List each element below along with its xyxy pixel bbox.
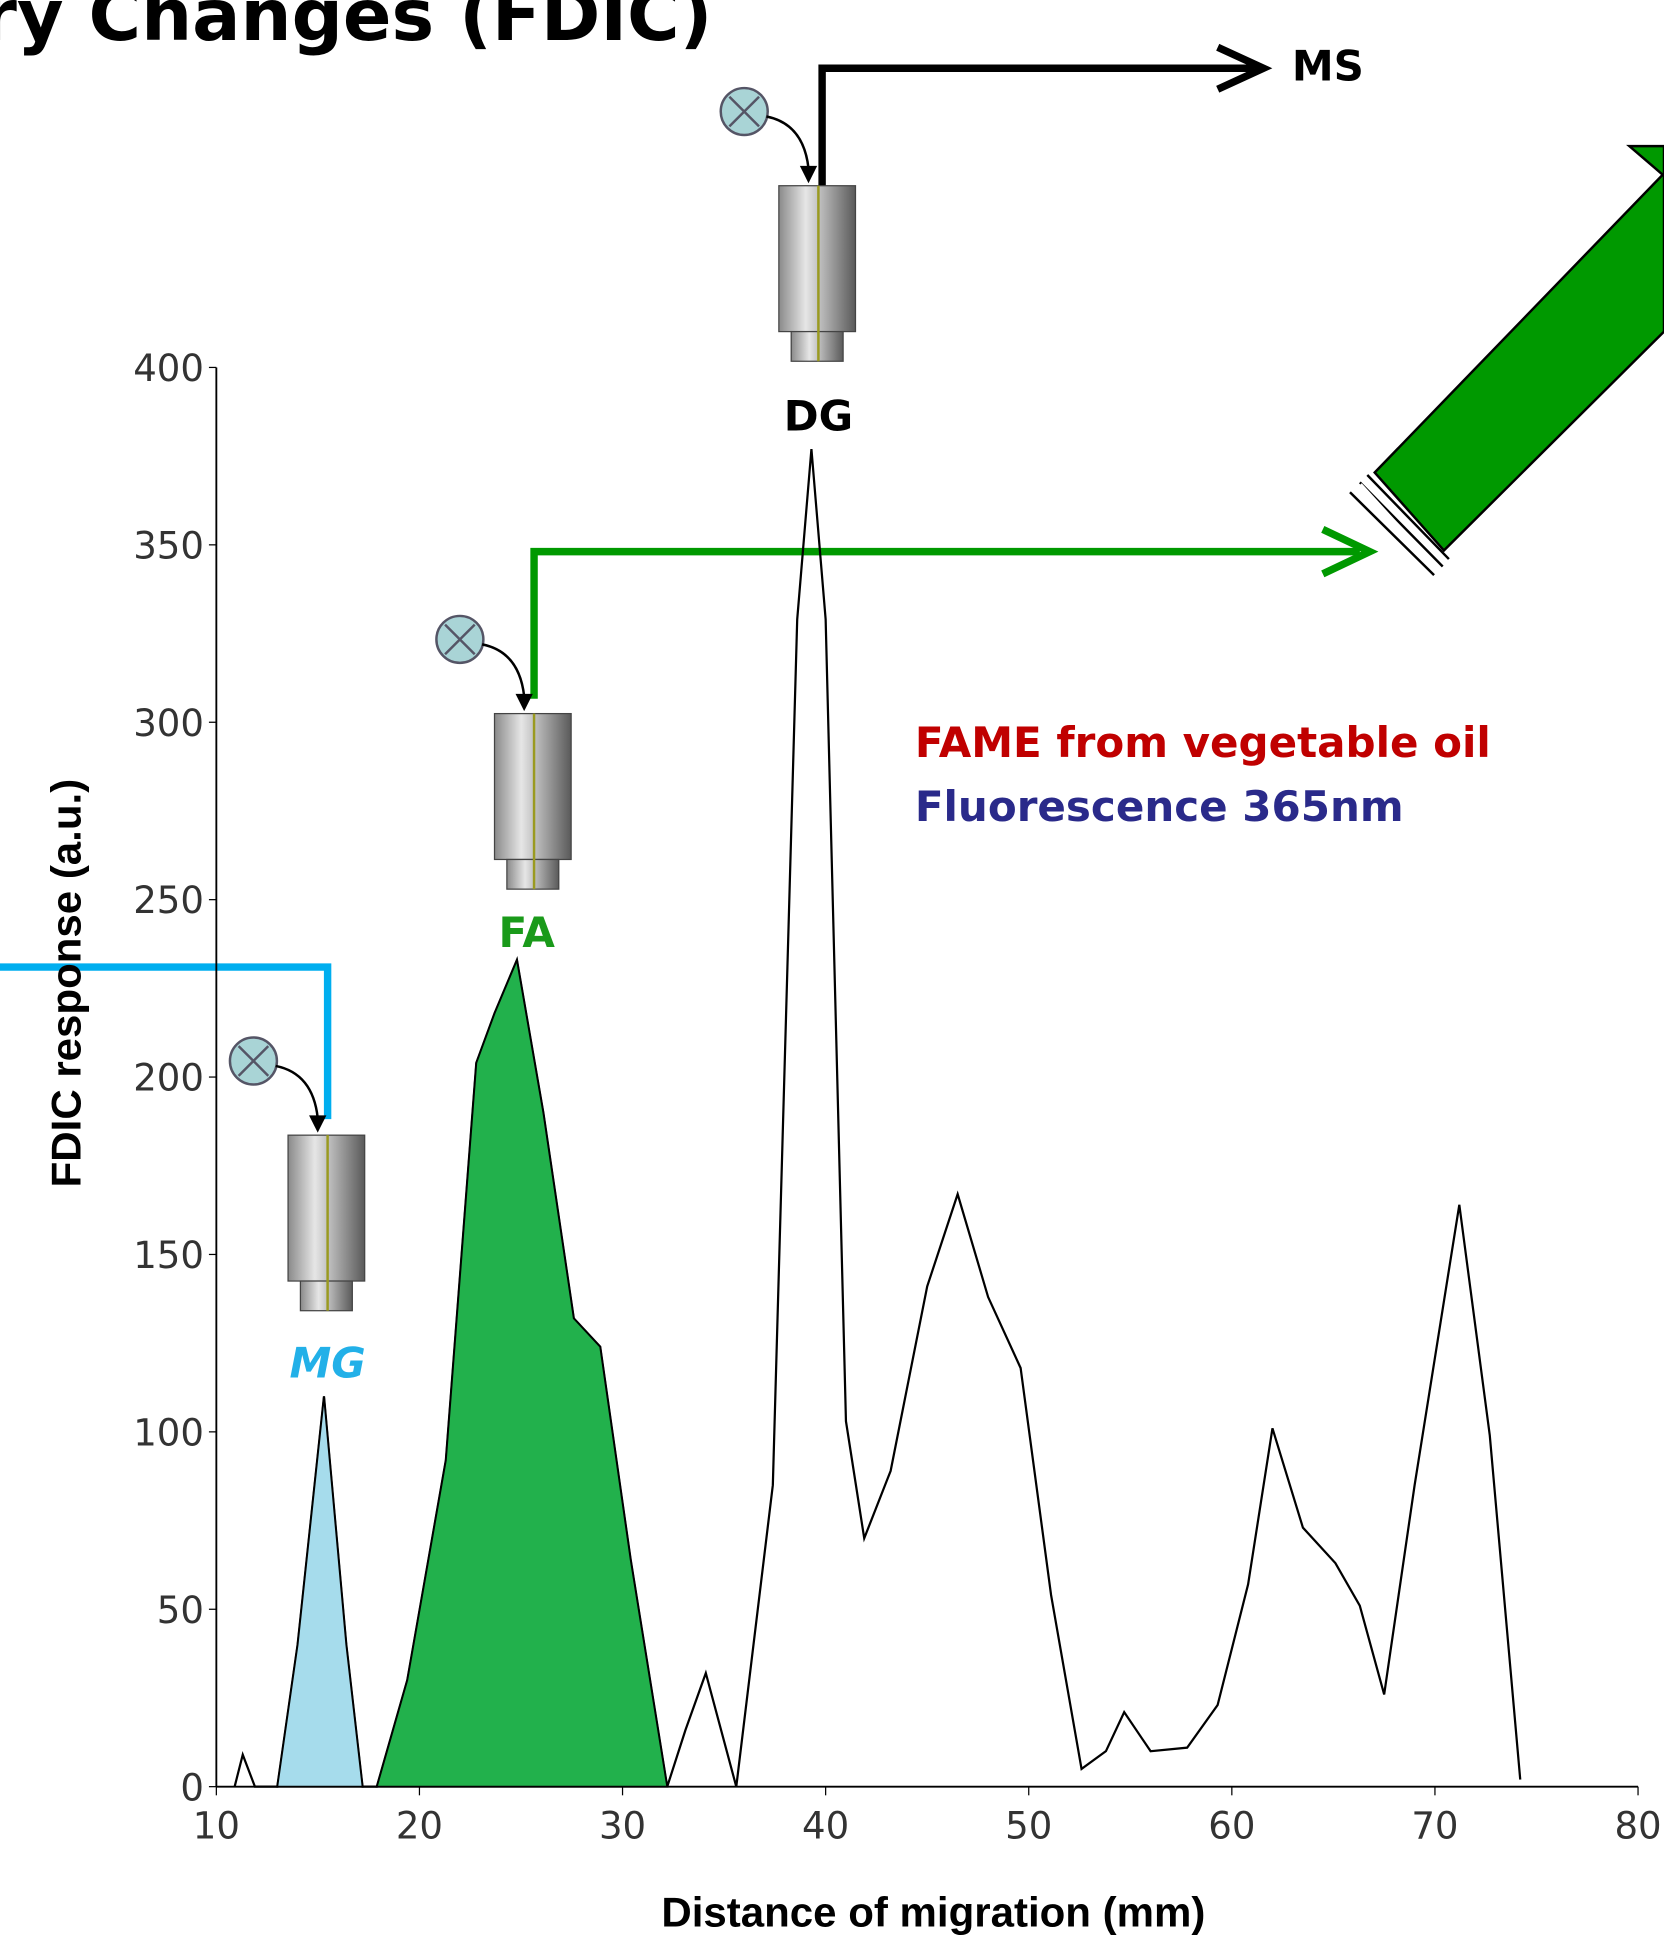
fa-column — [436, 616, 571, 889]
sample-label: FAME from vegetable oil — [915, 718, 1491, 767]
page-title: ry Changes (FDIC) — [0, 0, 712, 57]
fa-label: FA — [498, 908, 555, 957]
y-tick-label: 0 — [180, 1766, 204, 1809]
mg-column — [230, 1037, 365, 1310]
y-tick-label: 150 — [133, 1234, 204, 1277]
dg-transfer-line — [822, 68, 1255, 185]
y-tick-label: 250 — [133, 879, 204, 922]
y-tick-label: 350 — [133, 524, 204, 567]
x-tick-label: 70 — [1411, 1805, 1458, 1848]
x-tick-label: 10 — [193, 1805, 240, 1848]
y-tick-label: 300 — [133, 702, 204, 745]
x-tick-label: 30 — [599, 1805, 646, 1848]
y-axis-label: FDIC response (a.u.) — [42, 779, 89, 1188]
mg-label: MG — [289, 1338, 365, 1387]
prism — [1375, 173, 1664, 550]
chart: ry Changes (FDIC) 0 50 100 150 200 250 300 350 4… — [0, 0, 1664, 1939]
x-tick-label: 80 — [1614, 1805, 1661, 1848]
ms-label: MS — [1292, 42, 1364, 91]
x-tick-label: 40 — [802, 1805, 849, 1848]
dg-label: DG — [784, 391, 853, 440]
y-tick-label: 50 — [157, 1589, 204, 1632]
peak-area — [377, 960, 667, 1787]
x-tick-label: 20 — [396, 1805, 443, 1848]
fa-transfer-line — [534, 552, 1360, 699]
y-tick-label: 100 — [133, 1411, 204, 1454]
y-tick-label: 400 — [133, 347, 204, 390]
y-tick-label: 200 — [133, 1057, 204, 1100]
x-axis-label: Distance of migration (mm) — [661, 1888, 1205, 1935]
detection-label: Fluorescence 365nm — [915, 782, 1404, 831]
prism-tip — [1629, 146, 1664, 176]
x-tick-label: 60 — [1208, 1805, 1255, 1848]
peak-area — [277, 1396, 362, 1786]
dg-column — [721, 88, 856, 361]
x-tick-label: 50 — [1005, 1805, 1052, 1848]
